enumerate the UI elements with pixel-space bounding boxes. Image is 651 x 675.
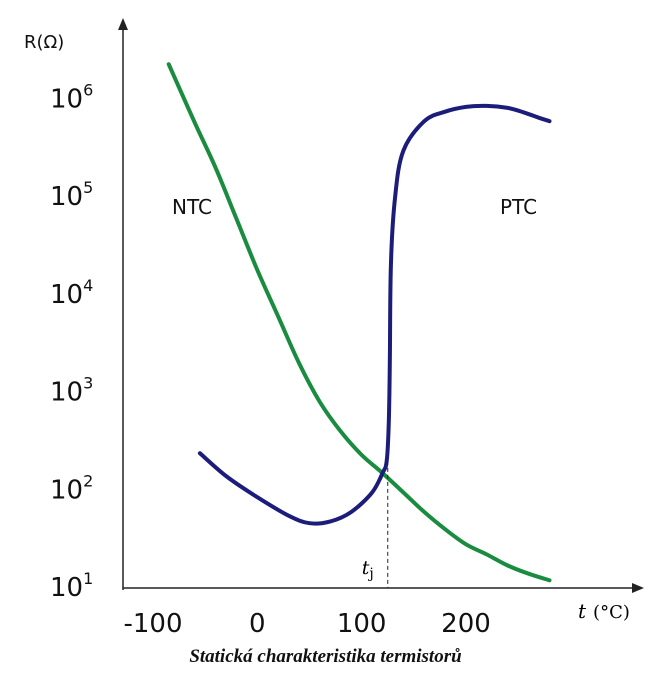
ntc-label: NTC — [172, 195, 212, 219]
y-axis-arrow — [118, 18, 128, 30]
ntc-series-line — [166, 62, 552, 583]
ptc-label: PTC — [500, 195, 537, 219]
x-axis-label: t (°C) — [578, 599, 630, 623]
x-tick-label: 0 — [249, 609, 266, 639]
y-axis-label: R(Ω) — [24, 32, 64, 53]
x-tick-label: 200 — [441, 609, 491, 639]
x-tick-label: 100 — [337, 609, 387, 639]
y-tick-label: 104 — [50, 276, 93, 310]
y-tick-label: 103 — [50, 374, 93, 408]
ptc-series-line — [197, 103, 552, 526]
y-tick-label: 101 — [50, 569, 93, 603]
chart-caption: Statická charakteristika termistorů — [189, 646, 462, 667]
x-axis-arrow — [632, 583, 644, 593]
x-tick-label: -100 — [123, 609, 182, 639]
intersection-label: tj — [362, 557, 374, 582]
y-tick-label: 105 — [50, 178, 93, 212]
x-tick-labels: -100 0 100 200 — [123, 609, 490, 639]
y-tick-label: 106 — [50, 81, 93, 115]
y-tick-labels: 101 102 103 104 105 106 — [50, 81, 93, 604]
y-tick-label: 102 — [50, 471, 93, 505]
